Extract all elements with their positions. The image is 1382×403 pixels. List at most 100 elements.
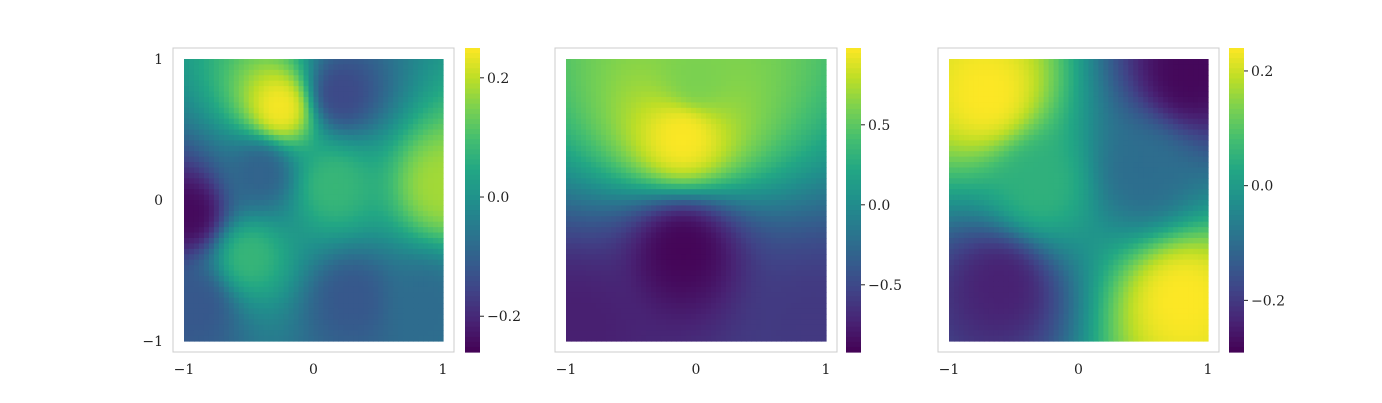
heatmap-cell	[736, 134, 742, 141]
heatmap-cell	[188, 124, 195, 131]
heatmap-cell	[318, 156, 325, 163]
heatmap-cell	[208, 102, 215, 109]
heatmap-cell	[686, 183, 692, 190]
heatmap-cell	[711, 59, 717, 66]
heatmap-cell	[418, 210, 424, 217]
heatmap-cell	[591, 205, 597, 212]
heatmap-cell	[263, 254, 270, 261]
heatmap-cell	[596, 200, 602, 207]
heatmap-cell	[423, 297, 429, 304]
heatmap-cell	[278, 59, 285, 66]
heatmap-cell	[403, 194, 409, 201]
heatmap-cell	[208, 113, 215, 120]
heatmap-cell	[696, 129, 702, 136]
heatmap-cell	[343, 156, 349, 163]
heatmap-cell	[696, 227, 702, 234]
heatmap-cell	[233, 221, 240, 228]
heatmap-cell	[621, 118, 627, 125]
heatmap-cell	[586, 172, 592, 179]
heatmap-cell	[203, 86, 210, 93]
colorbar-segment	[465, 281, 480, 287]
heatmap-cell	[646, 265, 652, 272]
heatmap-cell	[238, 178, 245, 185]
heatmap-cell	[671, 113, 677, 120]
heatmap-cell	[408, 248, 414, 255]
heatmap-cell	[273, 297, 280, 304]
heatmap-cell	[681, 86, 687, 93]
heatmap-cell	[706, 265, 712, 272]
heatmap-cell	[383, 69, 389, 76]
heatmap-cell	[656, 156, 662, 163]
heatmap-cell	[591, 243, 597, 250]
heatmap-cell	[228, 248, 235, 255]
heatmap-cell	[223, 124, 230, 131]
heatmap-cell	[591, 167, 597, 174]
heatmap-cell	[198, 221, 205, 228]
heatmap-cell	[303, 319, 310, 326]
heatmap-cell	[581, 189, 587, 196]
heatmap-cell	[651, 292, 657, 299]
heatmap-cell	[681, 319, 687, 326]
heatmap-cell	[766, 292, 772, 299]
heatmap-cell	[338, 237, 344, 244]
heatmap-cell	[253, 183, 260, 190]
heatmap-cell	[368, 275, 374, 282]
heatmap-cell	[771, 275, 777, 282]
heatmap-cell	[601, 265, 607, 272]
heatmap-cell	[611, 167, 617, 174]
heatmap-cell	[766, 134, 772, 141]
heatmap-cell	[736, 140, 742, 147]
heatmap-cell	[661, 113, 667, 120]
heatmap-cell	[706, 330, 712, 337]
heatmap-cell	[586, 243, 592, 250]
heatmap-cell	[193, 313, 200, 320]
heatmap-cell	[243, 156, 250, 163]
heatmap-cell	[293, 313, 300, 320]
heatmap-cell	[721, 86, 727, 93]
heatmap-cell	[611, 248, 617, 255]
heatmap-cell	[343, 297, 349, 304]
heatmap-cell	[184, 134, 190, 141]
heatmap-cell	[428, 189, 434, 196]
heatmap-cell	[696, 286, 702, 293]
heatmap-cell	[438, 102, 444, 109]
heatmap-cell	[258, 270, 265, 277]
heatmap-cell	[631, 297, 637, 304]
heatmap-cell	[368, 118, 374, 125]
heatmap-cell	[348, 189, 354, 196]
heatmap-cell	[343, 69, 349, 76]
heatmap-cell	[696, 210, 702, 217]
heatmap-cell	[581, 183, 587, 190]
heatmap-cell	[681, 113, 687, 120]
heatmap-cell	[433, 172, 439, 179]
heatmap-cell	[353, 265, 359, 272]
heatmap-cell	[641, 145, 647, 152]
heatmap-cell	[283, 145, 290, 152]
heatmap-cell	[368, 205, 374, 212]
heatmap-cell	[393, 86, 399, 93]
heatmap-cell	[208, 69, 215, 76]
heatmap-cell	[258, 297, 265, 304]
heatmap-cell	[601, 313, 607, 320]
heatmap-cell	[576, 221, 582, 228]
heatmap-cell	[298, 313, 305, 320]
heatmap-cell	[581, 91, 587, 98]
heatmap-cell	[646, 75, 652, 82]
heatmap-cell	[328, 292, 335, 299]
heatmap-cell	[303, 259, 310, 266]
heatmap-cell	[616, 59, 622, 66]
heatmap-cell	[233, 237, 240, 244]
heatmap-cell	[248, 292, 255, 299]
heatmap-cell	[283, 200, 290, 207]
heatmap-cell	[631, 227, 637, 234]
heatmap-cell	[338, 227, 344, 234]
heatmap-cell	[671, 259, 677, 266]
heatmap-cell	[273, 96, 280, 103]
heatmap-cell	[736, 259, 742, 266]
heatmap-cell	[198, 151, 205, 158]
heatmap-cell	[636, 178, 642, 185]
heatmap-cell	[586, 64, 592, 71]
heatmap-cell	[746, 265, 752, 272]
heatmap-cell	[726, 151, 732, 158]
heatmap-cell	[378, 313, 384, 320]
